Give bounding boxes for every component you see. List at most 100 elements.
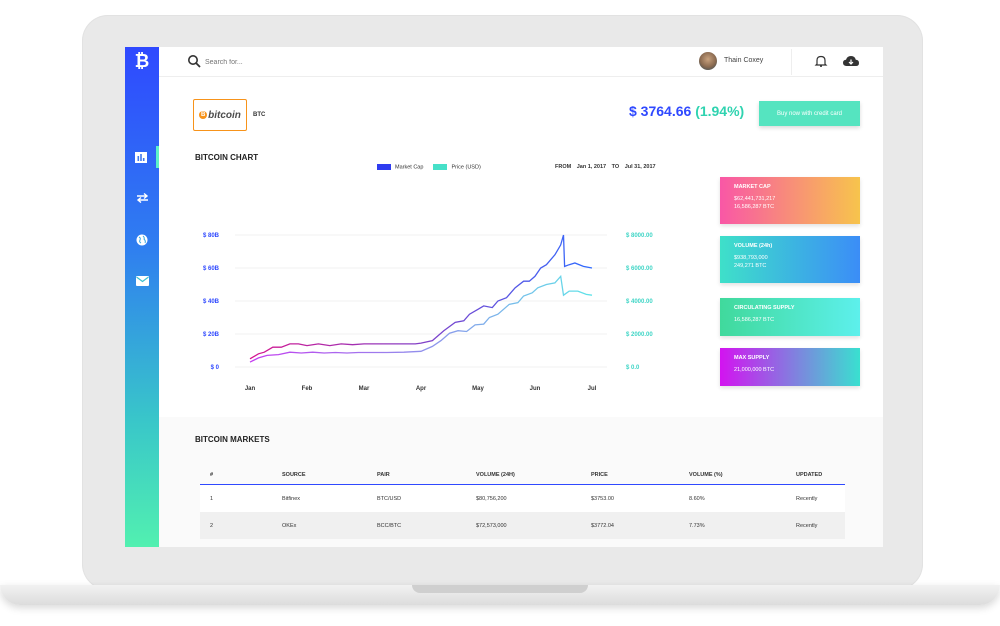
stat-value: 16,586,287 BTC	[734, 204, 775, 210]
y-left-tick-label: $ 60B	[203, 266, 220, 272]
sidebar-item-exchange[interactable]	[125, 187, 159, 209]
sidebar-item-chart[interactable]	[125, 146, 159, 168]
to-label: TO	[611, 164, 620, 170]
x-tick-label: Feb	[302, 386, 313, 392]
legend-item-price[interactable]: Price (USD)	[433, 164, 481, 171]
market-cap-card[interactable]: MARKET CAP $62,441,731,217 16,586,287 BTC	[720, 177, 860, 224]
column-header[interactable]: PRICE	[591, 471, 608, 478]
table-cell: $3772.04	[591, 522, 614, 529]
column-header[interactable]: #	[210, 471, 214, 478]
markets-section: BITCOIN MARKETS # SOURCE PAIR VOLUME (24H) P…	[159, 417, 883, 547]
bitcoin-line-chart: $ 80B $ 8000.00 $ 60B $ 6000.00 $ 40B $ 4000.…	[203, 233, 653, 392]
mail-icon	[135, 276, 149, 286]
x-tick-label: Apr	[416, 386, 427, 392]
to-date[interactable]: Jul 31, 2017	[624, 164, 656, 170]
legend-swatch-market-cap	[377, 164, 391, 170]
table-cell: BTC/USD	[377, 495, 402, 502]
market-cap-series-line	[249, 234, 593, 360]
table-cell: $80,756,200	[476, 495, 507, 502]
date-range: FROM Jan 1, 2017 TO Jul 31, 2017	[555, 164, 660, 170]
sidebar-item-mail[interactable]	[125, 270, 159, 292]
table-cell: Recently	[796, 495, 818, 502]
table-cell: 7.73%	[689, 522, 705, 529]
globe-icon	[136, 234, 148, 246]
table-cell: OKEx	[282, 522, 297, 529]
legend-label-price: Price (USD)	[451, 164, 481, 171]
markets-table: # SOURCE PAIR VOLUME (24H) PRICE VOLUME (%) UP…	[200, 465, 845, 539]
search-icon[interactable]	[187, 54, 201, 68]
stat-title: MARKET CAP	[734, 184, 771, 190]
y-left-tick-label: $ 20B	[203, 332, 220, 338]
column-header[interactable]: VOLUME (24H)	[476, 471, 515, 478]
stat-value: 21,000,000 BTC	[734, 367, 775, 373]
table-header: # SOURCE PAIR VOLUME (24H) PRICE VOLUME (%) UP…	[200, 465, 845, 485]
chart-legend: Market Cap Price (USD)	[377, 164, 481, 170]
chart-title: BITCOIN CHART	[195, 153, 259, 162]
bell-icon[interactable]	[814, 54, 828, 68]
y-right-tick-label: $ 2000.00	[626, 332, 653, 338]
price-series-line	[249, 274, 593, 363]
cloud-download-icon[interactable]	[842, 54, 860, 68]
table-cell: Recently	[796, 522, 818, 529]
sidebar: ₿	[125, 47, 159, 547]
circulating-supply-card[interactable]: CIRCULATING SUPPLY 16,586,287 BTC	[720, 298, 860, 336]
top-bar: Thain Coxey	[159, 47, 883, 77]
table-cell: 2	[210, 522, 214, 529]
bar-chart-icon	[134, 151, 147, 163]
table-row[interactable]: 1 Bitfinex BTC/USD $80,756,200 $3753.00 8.60%…	[200, 485, 845, 512]
max-supply-card[interactable]: MAX SUPPLY 21,000,000 BTC	[720, 348, 860, 386]
stat-title: VOLUME (24h)	[734, 243, 773, 249]
stat-title: MAX SUPPLY	[734, 355, 770, 361]
column-header[interactable]: VOLUME (%)	[689, 471, 723, 478]
avatar[interactable]	[699, 52, 717, 70]
x-tick-label: Jul	[588, 386, 597, 392]
stat-value: $62,441,731,217	[734, 196, 776, 202]
table-cell: $72,573,000	[476, 522, 507, 529]
column-header[interactable]: UPDATED	[796, 471, 823, 478]
legend-item-market-cap[interactable]: Market Cap	[377, 164, 423, 170]
from-label: FROM	[555, 164, 572, 170]
y-right-tick-label: $ 4000.00	[626, 299, 653, 305]
price-change: (1.94%)	[695, 103, 745, 119]
bitcoin-logo-text: bitcoin	[208, 109, 241, 121]
column-header[interactable]: PAIR	[377, 471, 390, 478]
table-cell: 8.60%	[689, 495, 705, 502]
column-header[interactable]: SOURCE	[282, 471, 306, 478]
legend-swatch-price	[433, 164, 448, 170]
table-cell: $3753.00	[591, 495, 614, 502]
search-input[interactable]	[205, 55, 385, 69]
bitcoin-logo-mark: B	[199, 111, 208, 119]
volume-card[interactable]: VOLUME (24h) $938,793,000 249,271 BTC	[720, 236, 860, 283]
stat-value: 249,271 BTC	[734, 263, 767, 269]
y-left-tick-label: $ 0	[211, 365, 220, 371]
x-tick-label: May	[472, 386, 484, 392]
markets-title: BITCOIN MARKETS	[195, 435, 270, 444]
x-tick-label: Mar	[359, 386, 370, 392]
table-row[interactable]: 2 OKEx BCC/BTC $72,573,000 $3772.04 7.73% Rece…	[200, 512, 845, 539]
laptop-base	[0, 585, 1000, 605]
from-date[interactable]: Jan 1, 2017	[576, 164, 607, 170]
buy-credit-card-button[interactable]: Buy now with credit card	[759, 101, 860, 126]
user-name[interactable]: Thain Coxey	[724, 57, 764, 64]
stat-title: CIRCULATING SUPPLY	[734, 305, 795, 311]
y-right-tick-label: $ 8000.00	[626, 233, 653, 239]
laptop-notch	[412, 585, 588, 593]
x-tick-label: Jan	[245, 386, 256, 392]
table-cell: 1	[210, 495, 214, 502]
legend-label-market-cap: Market Cap	[395, 164, 424, 171]
y-left-tick-label: $ 40B	[203, 299, 220, 305]
stat-value: $938,793,000	[734, 255, 768, 261]
table-cell: Bitfinex	[282, 495, 301, 502]
bitcoin-logo-icon[interactable]: ₿	[134, 51, 150, 71]
x-tick-label: Jun	[530, 386, 541, 392]
y-left-tick-label: $ 80B	[203, 233, 220, 239]
price-display: $ 3764.66 (1.94%)	[629, 103, 744, 119]
y-right-tick-label: $ 0.0	[626, 365, 640, 371]
table-cell: BCC/BTC	[377, 522, 402, 529]
exchange-icon	[136, 193, 148, 203]
divider	[791, 49, 792, 75]
sidebar-item-globe[interactable]	[125, 229, 159, 251]
